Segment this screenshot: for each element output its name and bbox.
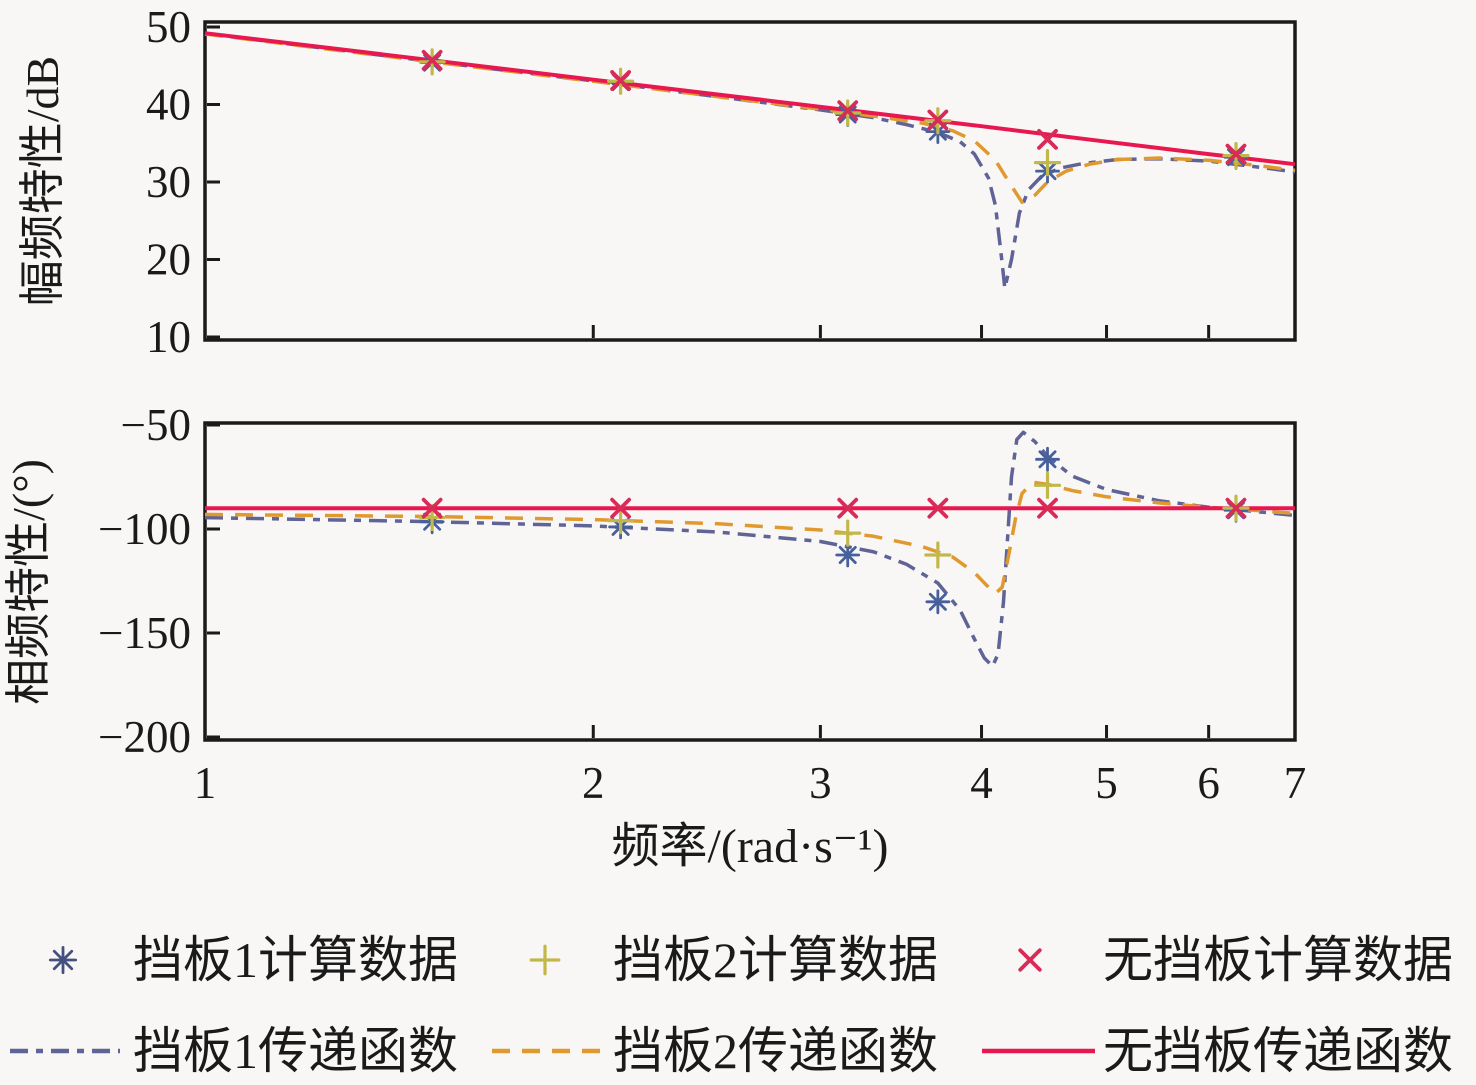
phase-y-axis-title: 相频特性/(°) — [3, 459, 54, 705]
x-marker — [421, 497, 443, 519]
legend-label: 挡板1传递函数 — [133, 1023, 458, 1079]
x-marker — [927, 109, 949, 131]
x-stroke — [610, 70, 631, 91]
baffle2-transfer-line — [204, 32, 1296, 204]
x-stroke — [1225, 497, 1247, 519]
magnitude-subplot: 50 40 30 20 10 — [146, 2, 1297, 362]
x-marker — [837, 497, 859, 519]
x-stroke — [610, 497, 631, 519]
y-tick-label: −100 — [98, 504, 191, 554]
asterisk-marker — [925, 589, 951, 615]
x-marker — [610, 70, 631, 91]
legend-item-nobaffle-transfer: 无挡板传递函数 — [982, 1023, 1453, 1079]
x-stroke — [1037, 497, 1058, 519]
plus-marker — [606, 507, 635, 535]
x-marker — [837, 100, 859, 122]
x-marker — [610, 497, 631, 519]
y-tick-label: −150 — [98, 608, 191, 658]
nobaffle-transfer-line — [204, 31, 1296, 167]
legend-label: 挡板2传递函数 — [613, 1023, 938, 1079]
x-stroke — [421, 49, 443, 71]
x-tick-label: 3 — [809, 758, 832, 808]
x-axis-title: 频率/(rad·s⁻¹) — [612, 820, 889, 873]
asterisk-marker — [1035, 446, 1060, 472]
x-stroke — [1225, 143, 1247, 165]
y-tick-label: 50 — [146, 2, 191, 52]
y-tick-label: −50 — [121, 400, 191, 450]
plus-marker — [1033, 471, 1062, 499]
baffle2-transfer-line — [204, 480, 1296, 596]
magnitude-y-axis-title: 幅频特性/dB — [17, 56, 68, 306]
baffle1-data-markers — [419, 50, 1249, 184]
x-tick-label: 1 — [194, 758, 217, 808]
baffle1-transfer-line — [204, 430, 1296, 669]
x-stroke — [421, 497, 443, 519]
asterisk-stroke — [928, 592, 947, 611]
legend-label: 无挡板传递函数 — [1103, 1023, 1453, 1079]
x-stroke — [927, 497, 949, 519]
asterisk-stroke — [838, 546, 857, 564]
asterisk-marker — [835, 542, 861, 568]
x-marker — [1037, 497, 1058, 519]
x-marker — [927, 497, 949, 519]
x-marker — [1018, 948, 1042, 972]
x-stroke — [837, 497, 859, 519]
asterisk-stroke — [52, 949, 74, 971]
plus-marker — [1033, 149, 1062, 177]
x-tick-label: 7 — [1284, 758, 1307, 808]
x-stroke — [837, 100, 859, 122]
asterisk-stroke — [1038, 450, 1057, 469]
legend-item-nobaffle-data: 无挡板计算数据 — [1018, 932, 1453, 988]
x-marker — [421, 49, 443, 71]
legend-label: 挡板2计算数据 — [613, 932, 938, 988]
legend-item-baffle2-data: 挡板2计算数据 — [529, 932, 938, 988]
x-tick-label: 6 — [1197, 758, 1220, 808]
plot-frame — [203, 421, 1297, 742]
legend-item-baffle1-transfer: 挡板1传递函数 — [10, 1023, 458, 1079]
x-stroke — [1037, 128, 1058, 150]
plot-frame — [203, 20, 1297, 342]
legend-label: 挡板1计算数据 — [133, 932, 458, 988]
x-tick-label: 5 — [1095, 758, 1118, 808]
baffle1-data-markers — [419, 446, 1249, 615]
y-tick-label: 30 — [146, 157, 191, 207]
x-tick-label: 4 — [970, 758, 993, 808]
legend-item-baffle2-transfer: 挡板2传递函数 — [492, 1023, 938, 1079]
legend-label: 无挡板计算数据 — [1103, 932, 1453, 988]
y-tick-label: 10 — [146, 312, 191, 362]
legend-item-baffle1-data: 挡板1计算数据 — [48, 932, 458, 988]
asterisk-marker — [48, 945, 78, 975]
plus-marker — [924, 541, 952, 569]
y-tick-label: 20 — [146, 235, 191, 285]
nobaffle-data-markers — [421, 49, 1247, 165]
x-tick-label: 2 — [582, 758, 605, 808]
y-tick-label: 40 — [146, 80, 191, 130]
x-marker — [1225, 497, 1247, 519]
y-tick-label: −200 — [98, 712, 191, 762]
nobaffle-data-markers — [421, 497, 1247, 519]
x-marker — [1225, 143, 1247, 165]
baffle1-transfer-line — [204, 31, 1296, 290]
plus-marker — [529, 944, 561, 976]
x-stroke — [927, 109, 949, 131]
x-stroke — [1018, 948, 1042, 972]
x-marker — [1037, 128, 1058, 150]
plus-marker — [834, 519, 862, 547]
